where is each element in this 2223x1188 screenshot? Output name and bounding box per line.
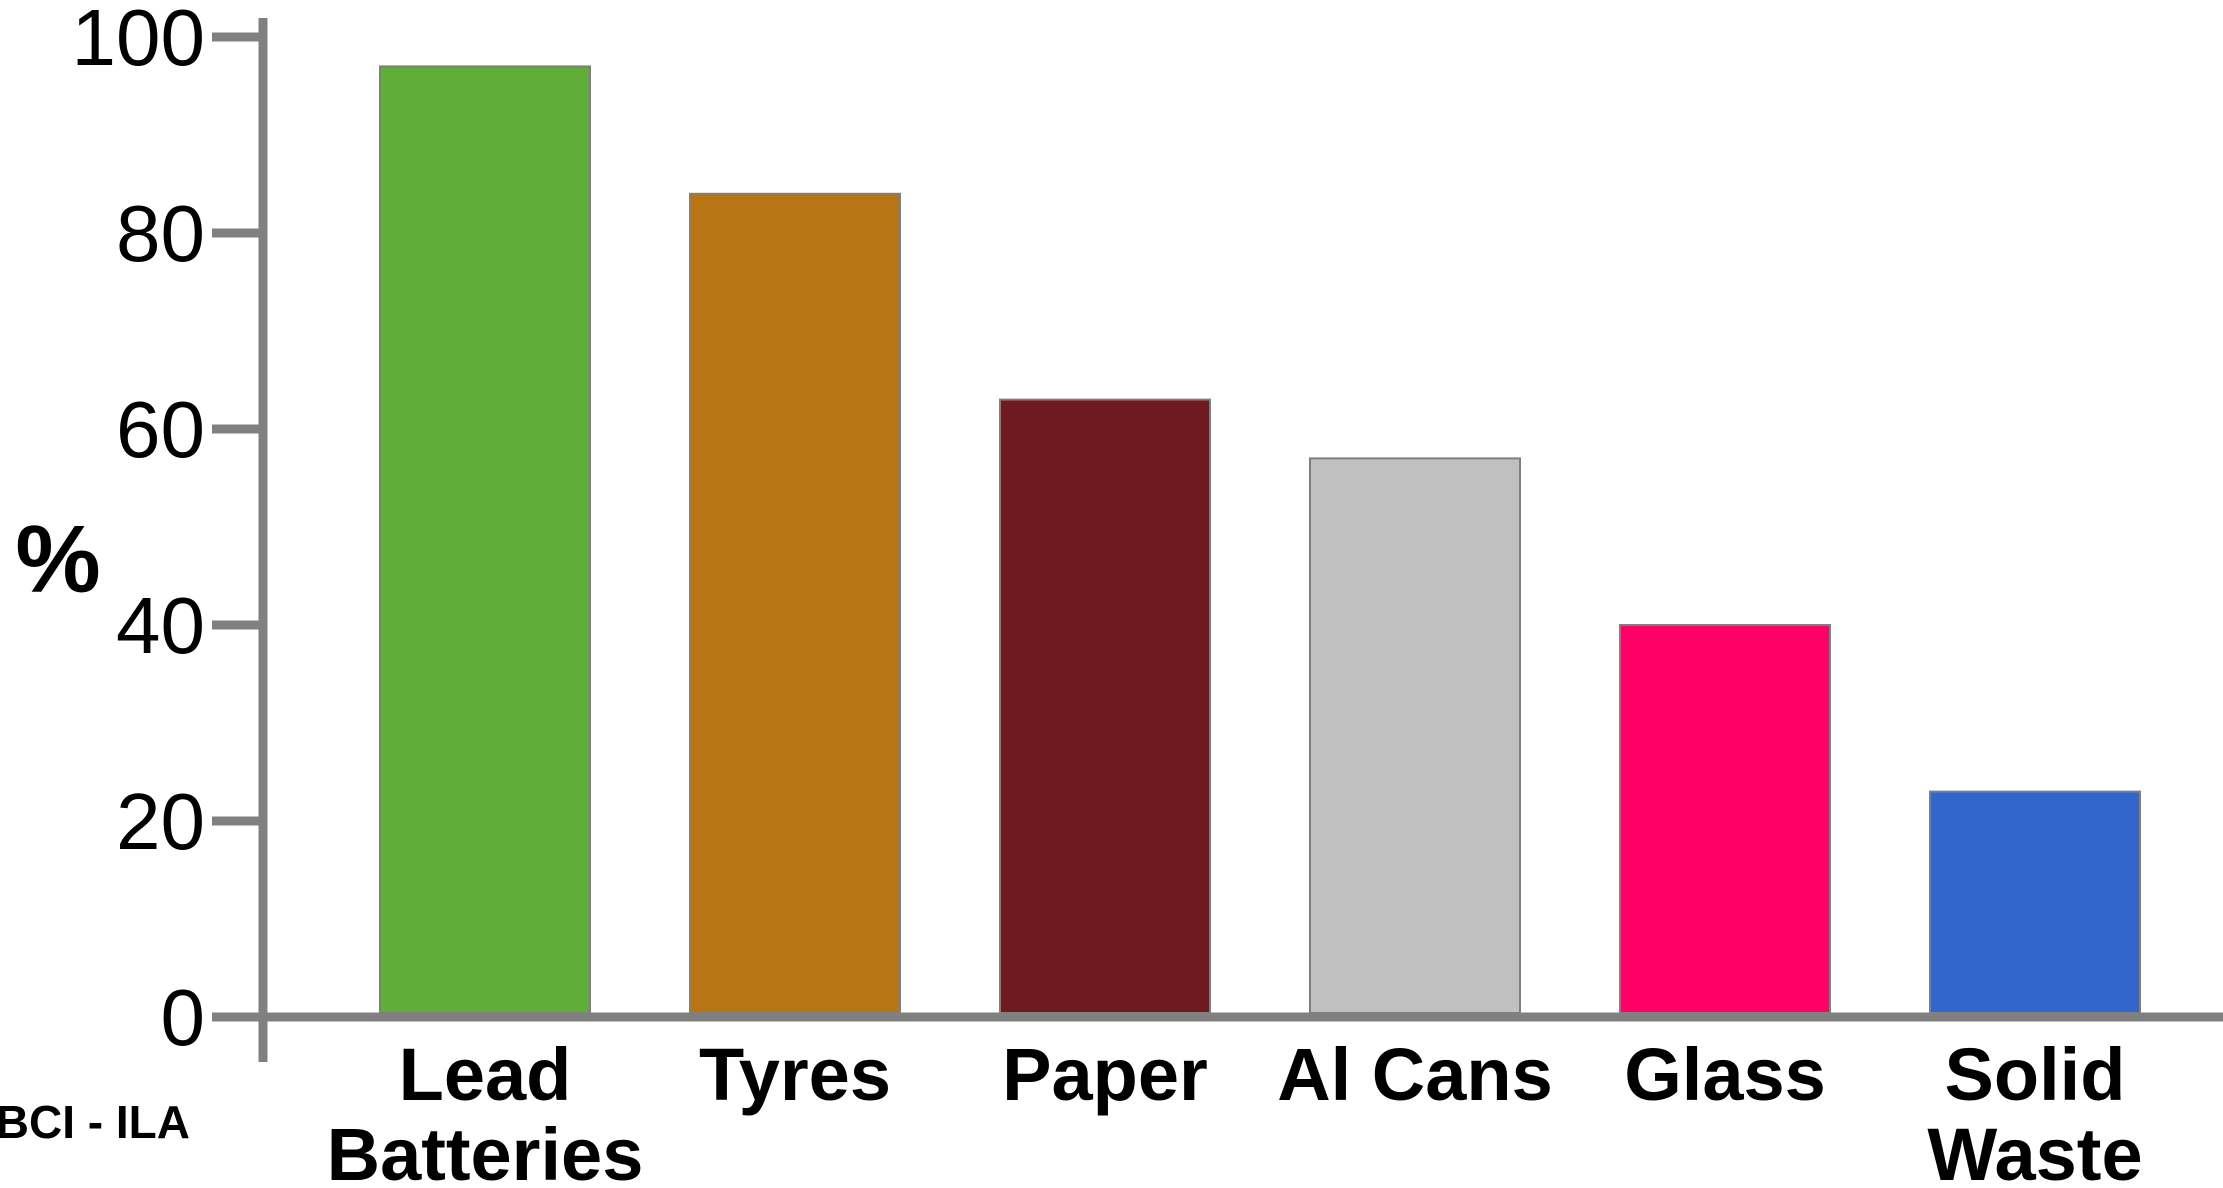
bar — [1309, 457, 1521, 1014]
x-tick-label-line: Batteries — [327, 1113, 644, 1188]
x-tick-label-line: Tyres — [699, 1033, 891, 1116]
y-tick-label: 60 — [116, 385, 205, 474]
bar — [1929, 790, 2141, 1014]
axes-group — [232, 18, 2223, 1062]
x-tick-label: Paper — [1002, 1033, 1208, 1116]
x-tick-label: Lead Batteries — [327, 1033, 644, 1188]
y-tick-label: 40 — [116, 581, 205, 670]
source-note: BCI - ILA — [0, 1096, 190, 1148]
x-tick-label: Al Cans — [1277, 1033, 1553, 1116]
bar — [1619, 624, 1831, 1014]
x-tick-label: Solid Waste — [1927, 1033, 2142, 1188]
x-tick-label-line: Solid — [1945, 1033, 2126, 1116]
x-tick-label: Tyres — [699, 1033, 891, 1116]
bar — [999, 398, 1211, 1015]
x-tick-label-line: Waste — [1927, 1113, 2142, 1188]
x-tick-label-line: Glass — [1624, 1033, 1826, 1116]
y-ticks-group: 0 20 40 60 80 100 — [72, 0, 263, 1062]
category-labels-group: Lead Batteries Tyres Paper Al Cans Glass Solid… — [327, 1033, 2143, 1188]
y-tick-label: 100 — [72, 0, 205, 82]
y-tick-label: 80 — [116, 189, 205, 278]
y-tick-label: 0 — [161, 973, 206, 1062]
x-tick-label-line: Lead — [399, 1033, 572, 1116]
bar — [689, 192, 901, 1015]
bars-group — [379, 65, 2141, 1015]
bar — [379, 65, 591, 1014]
y-axis-title: % — [15, 506, 100, 613]
x-tick-label-line: Paper — [1002, 1033, 1208, 1116]
y-tick-label: 20 — [116, 777, 205, 866]
x-tick-label: Glass — [1624, 1033, 1826, 1116]
x-tick-label-line: Al Cans — [1277, 1033, 1553, 1116]
